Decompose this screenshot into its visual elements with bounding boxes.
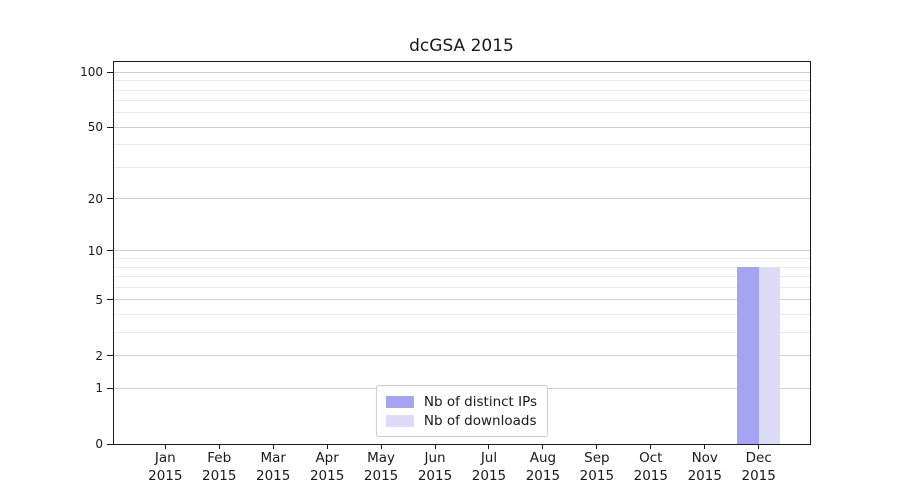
plot-area: Nb of distinct IPs Nb of downloads (113, 61, 811, 445)
x-tick-mark (164, 445, 166, 449)
x-tick-year: 2015 (148, 467, 183, 484)
x-tick-mark (218, 445, 220, 449)
x-tick-year: 2015 (579, 467, 615, 484)
x-tick-mark (704, 445, 706, 449)
x-tick-year: 2015 (363, 467, 399, 484)
x-tick-year: 2015 (202, 467, 237, 484)
y-tick-mark (107, 355, 113, 356)
y-tick-mark (107, 299, 113, 301)
gridline-minor (114, 286, 810, 288)
x-tick-mark (650, 445, 652, 449)
x-tick-label: Nov 2015 (675, 450, 735, 485)
gridline-minor (114, 275, 810, 277)
x-tick-month: May (367, 450, 396, 466)
y-tick-label: 1 (95, 381, 103, 396)
gridline-major (114, 198, 810, 200)
gridline-major (114, 71, 810, 73)
gridline-minor (114, 258, 810, 260)
gridline-minor (114, 89, 810, 91)
legend-label-downloads: Nb of downloads (423, 412, 537, 429)
x-tick-mark (434, 445, 436, 449)
y-tick-mark (107, 387, 113, 389)
gridline-major (114, 355, 810, 356)
x-tick-month: Oct (639, 450, 663, 466)
x-tick-label: Mar 2015 (243, 450, 303, 485)
legend: Nb of distinct IPs Nb of downloads (375, 385, 549, 437)
y-tick-mark (107, 71, 113, 73)
x-tick-month: Dec (745, 450, 772, 466)
x-tick-year: 2015 (256, 467, 291, 484)
x-tick-mark (380, 445, 382, 449)
y-tick-label: 5 (95, 292, 103, 307)
gridline-minor (114, 266, 810, 268)
x-tick-year: 2015 (309, 467, 345, 484)
x-tick-label: Jun 2015 (405, 450, 465, 485)
y-tick-mark (107, 250, 113, 252)
x-tick-label: Aug 2015 (513, 450, 573, 485)
x-tick-mark (596, 445, 598, 449)
gridline-major (114, 126, 810, 128)
x-tick-label: Apr 2015 (297, 450, 357, 485)
x-tick-mark (758, 445, 760, 449)
bar-nb-of-distinct-ips (737, 267, 759, 444)
gridline-major (114, 250, 810, 252)
gridline-minor (114, 166, 810, 168)
y-tick-label: 20 (87, 191, 103, 206)
gridline-minor (114, 112, 810, 114)
gridline-minor (114, 144, 810, 146)
x-tick-year: 2015 (471, 467, 507, 484)
x-tick-month: Nov (691, 450, 718, 466)
legend-item-distinct-ips: Nb of distinct IPs (385, 392, 538, 411)
bar-nb-of-downloads (758, 267, 781, 444)
legend-item-downloads: Nb of downloads (385, 411, 537, 430)
x-tick-mark (326, 445, 328, 449)
y-tick-mark (107, 198, 113, 200)
x-tick-month: Aug (529, 450, 557, 466)
chart-title: dcGSA 2015 (409, 36, 514, 56)
x-tick-year: 2015 (741, 467, 776, 484)
x-tick-month: Jul (480, 450, 498, 466)
y-tick-mark (107, 443, 113, 445)
x-tick-label: Dec 2015 (729, 450, 789, 485)
x-tick-year: 2015 (417, 467, 453, 484)
gridline-minor (114, 313, 810, 315)
gridline-major (114, 299, 810, 301)
y-tick-label: 100 (80, 65, 103, 80)
y-tick-label: 2 (95, 348, 103, 363)
x-tick-mark (488, 445, 490, 449)
y-tick-label: 10 (87, 243, 103, 258)
x-tick-year: 2015 (633, 467, 668, 484)
x-tick-label: May 2015 (351, 450, 411, 485)
y-tick-label: 0 (95, 437, 103, 451)
x-tick-label: Oct 2015 (621, 450, 681, 485)
x-tick-label: Jul 2015 (459, 450, 519, 485)
x-tick-month: Mar (260, 450, 286, 466)
x-tick-month: Jun (424, 450, 446, 466)
x-tick-mark (542, 445, 544, 449)
x-tick-label: Jan 2015 (135, 450, 195, 485)
x-tick-month: Sep (584, 450, 610, 466)
x-tick-month: Apr (315, 450, 339, 466)
x-tick-mark (272, 445, 274, 449)
x-tick-month: Jan (154, 450, 176, 466)
x-tick-label: Sep 2015 (567, 450, 627, 485)
y-tick-label: 50 (87, 120, 103, 135)
legend-label-distinct-ips: Nb of distinct IPs (423, 393, 538, 410)
x-tick-month: Feb (207, 450, 232, 466)
legend-swatch-downloads-icon (385, 414, 414, 427)
x-tick-label: Feb 2015 (189, 450, 249, 485)
gridline-minor (114, 80, 810, 82)
gridline-minor (114, 100, 810, 102)
x-tick-year: 2015 (525, 467, 561, 484)
gridline-minor (114, 331, 810, 333)
legend-swatch-distinct-ips-icon (385, 395, 414, 408)
x-tick-year: 2015 (687, 467, 722, 484)
y-tick-mark (107, 126, 113, 128)
